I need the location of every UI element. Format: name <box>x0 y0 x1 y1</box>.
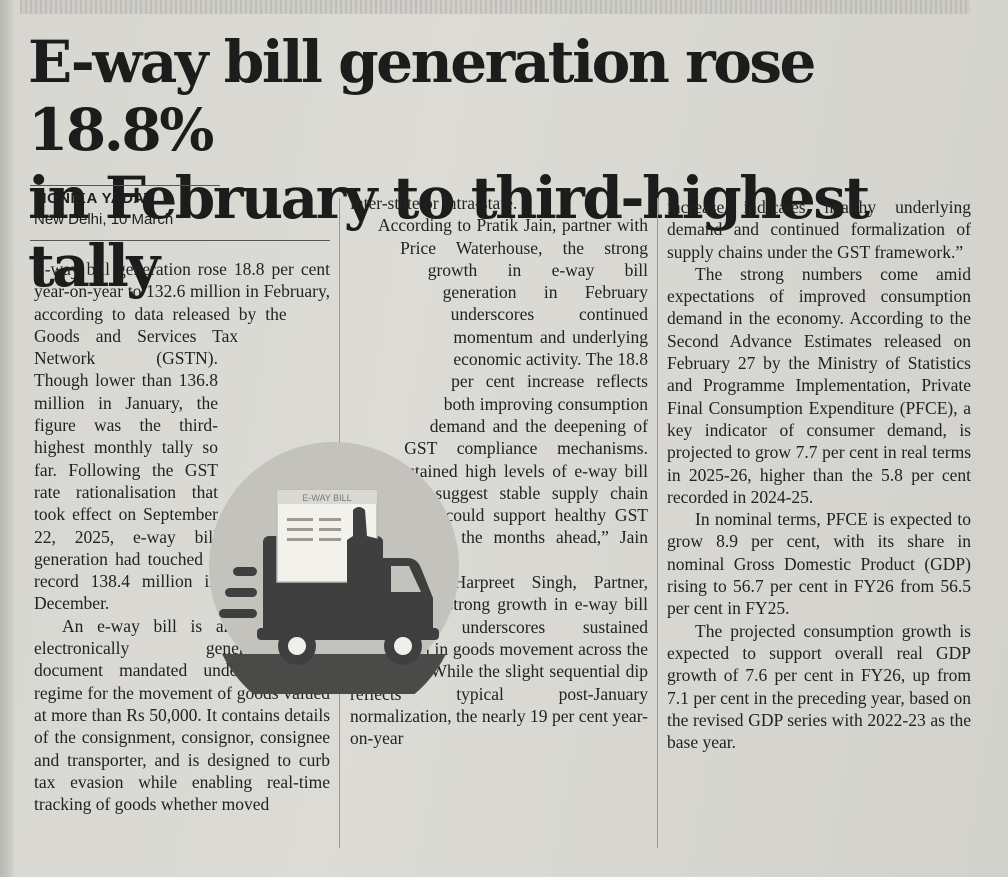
paragraph: The projected consumption growth is expe… <box>667 620 971 753</box>
document-title: E-WAY BILL <box>302 493 351 503</box>
page-top-edge <box>20 0 970 14</box>
paragraph: E-way bill generation rose 18.8 per cent… <box>34 259 330 614</box>
speed-lines-icon <box>219 567 257 618</box>
article-column-1: E-way bill generation rose 18.8 per cent… <box>34 258 330 815</box>
byline-rule-bottom <box>30 240 330 241</box>
byline-rule-top <box>30 185 220 186</box>
page-left-edge <box>0 0 14 877</box>
road-icon <box>222 654 446 694</box>
author: MONIKA YADAV <box>34 190 155 207</box>
article-column-3: increase indicates healthy underlying de… <box>667 196 971 753</box>
paragraph: inter-state or intra-state. <box>350 193 518 213</box>
dateline: New Delhi, 10 March <box>34 211 174 228</box>
headline: E-way bill generation rose 18.8% in Febr… <box>28 28 870 300</box>
truck-illustration: E-WAY BILL <box>209 442 459 694</box>
hand-icon <box>347 507 383 590</box>
paragraph: In nominal terms, PFCE is expected to gr… <box>667 509 971 619</box>
byline: MONIKA YADAV New Delhi, 10 March <box>34 190 173 230</box>
paragraph: The strong numbers come amid expectation… <box>667 263 971 507</box>
column-separator <box>657 198 658 848</box>
paragraph: increase indicates healthy underlying de… <box>667 197 971 262</box>
